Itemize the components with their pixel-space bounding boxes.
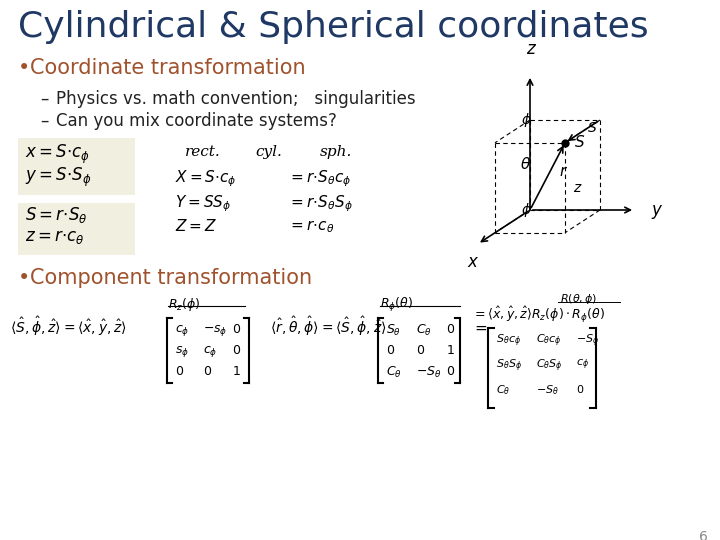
Text: rect.: rect. bbox=[185, 145, 221, 159]
Text: S: S bbox=[588, 122, 596, 136]
Text: $-s_\phi$: $-s_\phi$ bbox=[203, 323, 228, 338]
Text: $0$: $0$ bbox=[576, 383, 585, 395]
Text: $= r{\cdot}c_\theta$: $= r{\cdot}c_\theta$ bbox=[288, 218, 335, 235]
Text: $-S_\phi$: $-S_\phi$ bbox=[576, 333, 599, 349]
Text: S: S bbox=[575, 135, 585, 150]
Text: Cylindrical & Spherical coordinates: Cylindrical & Spherical coordinates bbox=[18, 10, 649, 44]
Text: $Z = Z$: $Z = Z$ bbox=[175, 218, 217, 234]
Text: $= \langle\hat{x},\hat{y},\hat{z}\rangle R_z(\phi)\cdot R_\phi(\theta)$: $= \langle\hat{x},\hat{y},\hat{z}\rangle… bbox=[472, 305, 605, 325]
Text: $0$: $0$ bbox=[386, 344, 395, 357]
Text: –: – bbox=[40, 90, 48, 108]
Text: $0$: $0$ bbox=[232, 344, 241, 357]
Text: $s_\phi$: $s_\phi$ bbox=[175, 344, 189, 359]
Text: •: • bbox=[18, 268, 30, 288]
Text: $\phi$: $\phi$ bbox=[521, 201, 531, 219]
Text: 6: 6 bbox=[699, 530, 708, 540]
Text: $y = S{\cdot}S_\phi$: $y = S{\cdot}S_\phi$ bbox=[25, 166, 91, 189]
Text: Component transformation: Component transformation bbox=[30, 268, 312, 288]
Text: $S_\theta c_\phi$: $S_\theta c_\phi$ bbox=[496, 333, 521, 349]
Text: $S_\theta S_\phi$: $S_\theta S_\phi$ bbox=[496, 358, 522, 374]
Text: $-S_\theta$: $-S_\theta$ bbox=[416, 365, 441, 380]
Text: r: r bbox=[559, 164, 566, 179]
Text: –: – bbox=[40, 112, 48, 130]
Text: $0$: $0$ bbox=[175, 365, 184, 378]
Text: $= r{\cdot}S_\theta c_\phi$: $= r{\cdot}S_\theta c_\phi$ bbox=[288, 168, 351, 188]
Text: $S = r{\cdot}S_\theta$: $S = r{\cdot}S_\theta$ bbox=[25, 205, 88, 225]
FancyBboxPatch shape bbox=[18, 203, 135, 255]
Text: $X = S{\cdot}c_\phi$: $X = S{\cdot}c_\phi$ bbox=[175, 168, 236, 188]
Text: $= r{\cdot}S_\theta S_\phi$: $= r{\cdot}S_\theta S_\phi$ bbox=[288, 193, 353, 214]
Text: $0$: $0$ bbox=[446, 365, 455, 378]
Text: $0$: $0$ bbox=[446, 323, 455, 336]
Text: $S_\theta$: $S_\theta$ bbox=[386, 323, 401, 338]
Text: $1$: $1$ bbox=[446, 344, 455, 357]
Text: $C_\theta$: $C_\theta$ bbox=[416, 323, 432, 338]
Text: $\theta$: $\theta$ bbox=[521, 156, 531, 172]
Text: $0$: $0$ bbox=[232, 323, 241, 336]
Text: z: z bbox=[573, 181, 580, 195]
Text: Can you mix coordinate systems?: Can you mix coordinate systems? bbox=[56, 112, 337, 130]
Text: y: y bbox=[652, 201, 662, 219]
Text: $C_\theta c_\phi$: $C_\theta c_\phi$ bbox=[536, 333, 562, 349]
Text: $\langle\hat{S},\hat{\phi},\hat{z}\rangle = \langle\hat{x},\hat{y},\hat{z}\rangl: $\langle\hat{S},\hat{\phi},\hat{z}\rangl… bbox=[10, 315, 127, 338]
Text: cyl.: cyl. bbox=[255, 145, 282, 159]
Text: $c_\phi$: $c_\phi$ bbox=[576, 358, 589, 373]
FancyBboxPatch shape bbox=[18, 138, 135, 195]
Text: $C_\theta$: $C_\theta$ bbox=[386, 365, 402, 380]
Text: $\phi$: $\phi$ bbox=[521, 111, 531, 129]
Text: Physics vs. math convention;   singularities: Physics vs. math convention; singulariti… bbox=[56, 90, 415, 108]
Text: $1$: $1$ bbox=[232, 365, 240, 378]
Text: x: x bbox=[467, 253, 477, 271]
Text: $R_\phi(\theta)$: $R_\phi(\theta)$ bbox=[380, 296, 413, 314]
Text: z: z bbox=[526, 40, 534, 58]
Text: $z = r{\cdot}c_\theta$: $z = r{\cdot}c_\theta$ bbox=[25, 228, 84, 246]
Text: $\langle\hat{r},\hat{\theta},\hat{\phi}\rangle = \langle\hat{S},\hat{\phi},\hat{: $\langle\hat{r},\hat{\theta},\hat{\phi}\… bbox=[270, 315, 387, 338]
Text: $0$: $0$ bbox=[203, 365, 212, 378]
Text: •: • bbox=[18, 58, 30, 78]
Text: Coordinate transformation: Coordinate transformation bbox=[30, 58, 305, 78]
Text: $x = S{\cdot}c_\phi$: $x = S{\cdot}c_\phi$ bbox=[25, 143, 90, 166]
Text: $-S_\theta$: $-S_\theta$ bbox=[536, 383, 559, 397]
Text: $C_\theta S_\phi$: $C_\theta S_\phi$ bbox=[536, 358, 563, 374]
Text: $=$: $=$ bbox=[472, 320, 488, 335]
Text: $Y = S S_\phi$: $Y = S S_\phi$ bbox=[175, 193, 231, 214]
Text: $C_\theta$: $C_\theta$ bbox=[496, 383, 510, 397]
Text: $c_\phi$: $c_\phi$ bbox=[175, 323, 189, 338]
Text: $R(\theta,\phi)$: $R(\theta,\phi)$ bbox=[560, 292, 598, 306]
Text: $c_\phi$: $c_\phi$ bbox=[203, 344, 217, 359]
Text: $R_z(\phi)$: $R_z(\phi)$ bbox=[168, 296, 201, 313]
Text: $0$: $0$ bbox=[416, 344, 425, 357]
Text: sph.: sph. bbox=[320, 145, 352, 159]
